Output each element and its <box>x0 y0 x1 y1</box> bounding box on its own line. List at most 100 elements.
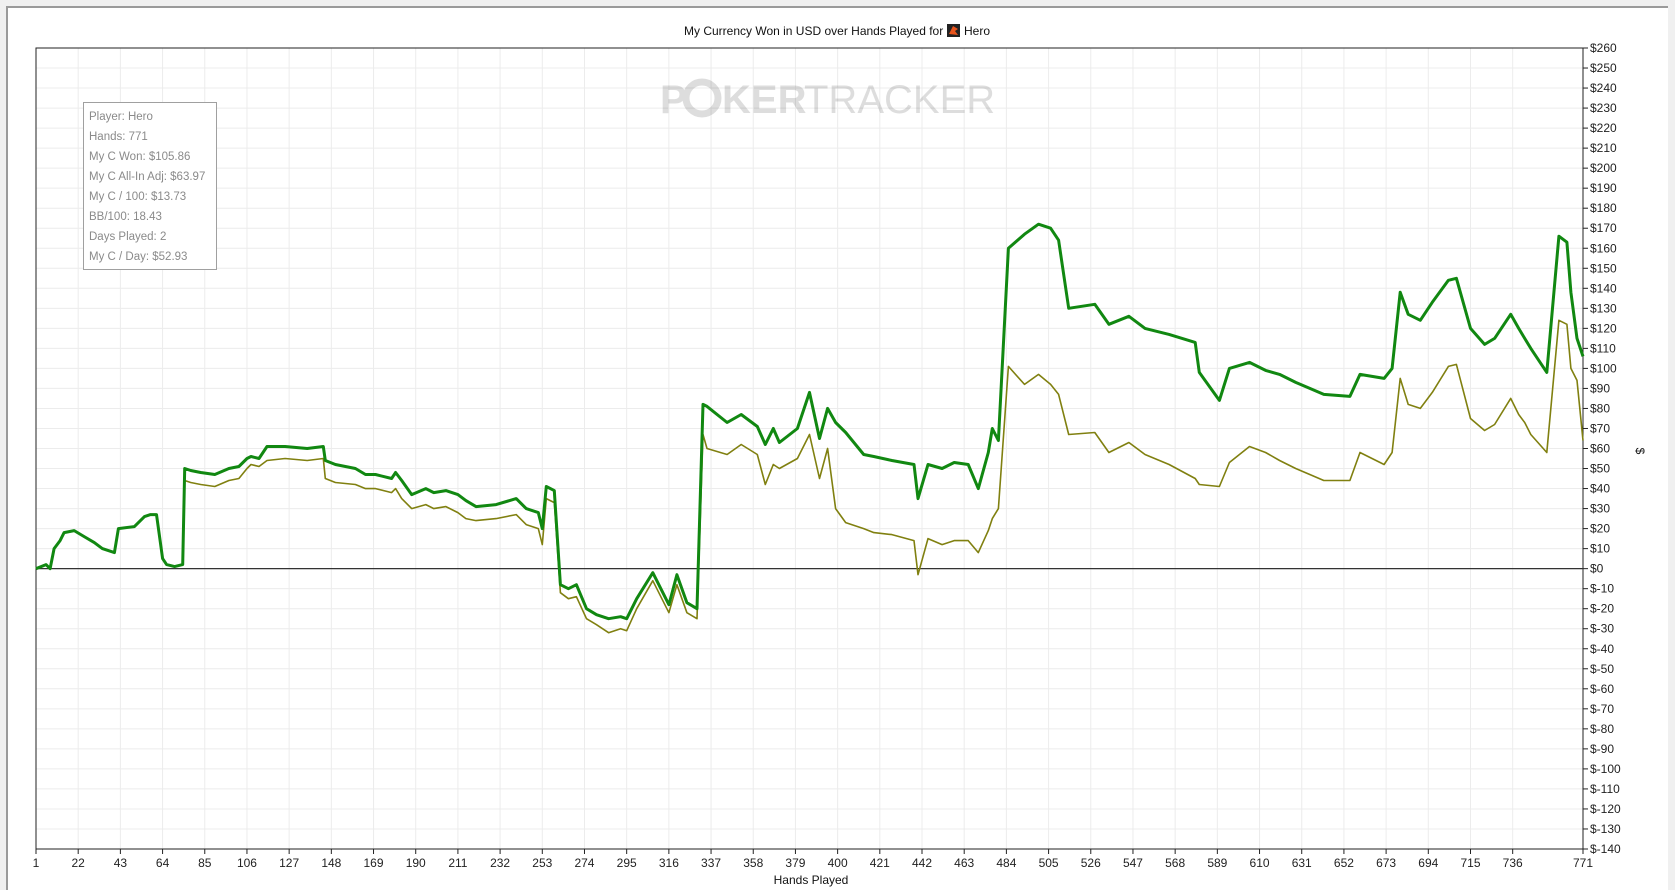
x-tick-label: 715 <box>1460 856 1480 870</box>
y-tick-label: $100 <box>1590 361 1617 375</box>
x-tick-label: 106 <box>237 856 257 870</box>
x-tick-label: 568 <box>1165 856 1185 870</box>
chart-title: My Currency Won in USD over Hands Played… <box>684 24 943 38</box>
x-tick-label: 379 <box>785 856 805 870</box>
y-tick-label: $0 <box>1590 562 1604 576</box>
y-tick-label: $-50 <box>1590 662 1614 676</box>
chart-title-player: Hero <box>964 24 990 38</box>
x-axis: 1 22 43 64 85 106 127 148 169 190 211 232 253 274 295 3… <box>33 849 1593 870</box>
x-tick-label: 771 <box>1573 856 1593 870</box>
x-tick-label: 463 <box>954 856 974 870</box>
stat-days-played: Days Played: 2 <box>89 231 167 243</box>
x-tick-label: 127 <box>279 856 299 870</box>
y-tick-label: $80 <box>1590 401 1610 415</box>
x-tick-label: 736 <box>1503 856 1523 870</box>
y-tick-label: $190 <box>1590 181 1617 195</box>
x-tick-label: 484 <box>996 856 1016 870</box>
stat-hands: Hands: 771 <box>89 131 148 143</box>
y-tick-label: $-30 <box>1590 622 1614 636</box>
x-tick-label: 358 <box>743 856 763 870</box>
y-axis-label: $ <box>1633 448 1647 455</box>
y-tick-label: $50 <box>1590 462 1610 476</box>
y-tick-label: $70 <box>1590 421 1610 435</box>
y-tick-label: $120 <box>1590 321 1617 335</box>
stat-allin-adj: My C All-In Adj: $63.97 <box>89 171 206 183</box>
x-tick-label: 22 <box>72 856 86 870</box>
x-tick-label: 85 <box>198 856 212 870</box>
y-tick-label: $90 <box>1590 381 1610 395</box>
x-tick-label: 190 <box>406 856 426 870</box>
x-tick-label: 1 <box>33 856 40 870</box>
y-tick-label: $60 <box>1590 442 1610 456</box>
x-tick-label: 505 <box>1039 856 1059 870</box>
y-tick-label: $40 <box>1590 482 1610 496</box>
x-tick-label: 337 <box>701 856 721 870</box>
y-tick-label: $-100 <box>1590 762 1621 776</box>
watermark-text-left: P <box>660 78 687 122</box>
x-tick-label: 610 <box>1250 856 1270 870</box>
watermark-text-right: TRACKER <box>804 78 995 122</box>
y-tick-label: $-10 <box>1590 582 1614 596</box>
y-tick-label: $230 <box>1590 101 1617 115</box>
y-tick-label: $220 <box>1590 121 1617 135</box>
y-tick-label: $-60 <box>1590 682 1614 696</box>
x-tick-label: 673 <box>1376 856 1396 870</box>
y-tick-label: $160 <box>1590 241 1617 255</box>
y-tick-label: $240 <box>1590 81 1617 95</box>
series-line-allin <box>35 319 1584 634</box>
x-tick-label: 421 <box>870 856 890 870</box>
y-tick-label: $-90 <box>1590 742 1614 756</box>
x-tick-label: 589 <box>1207 856 1227 870</box>
y-tick-label: $-110 <box>1590 782 1620 796</box>
stat-bb-100: BB/100: 18.43 <box>89 211 162 223</box>
watermark-chip-icon <box>682 78 722 118</box>
stat-player: Player: Hero <box>89 111 153 123</box>
y-tick-label: $260 <box>1590 41 1617 55</box>
y-tick-label: $-40 <box>1590 642 1614 656</box>
x-tick-label: 631 <box>1292 856 1312 870</box>
y-tick-label: $-140 <box>1590 842 1621 856</box>
y-tick-label: $130 <box>1590 301 1617 315</box>
y-tick-label: $20 <box>1590 522 1610 536</box>
y-tick-label: $170 <box>1590 221 1617 235</box>
x-tick-label: 43 <box>114 856 128 870</box>
x-tick-label: 64 <box>156 856 170 870</box>
x-tick-label: 316 <box>659 856 679 870</box>
y-tick-label: $-120 <box>1590 802 1621 816</box>
y-tick-label: $150 <box>1590 261 1617 275</box>
series-layer <box>35 222 1585 634</box>
x-tick-label: 148 <box>321 856 341 870</box>
y-tick-label: $30 <box>1590 502 1610 516</box>
x-tick-label: 547 <box>1123 856 1143 870</box>
y-tick-label: $180 <box>1590 201 1617 215</box>
x-tick-label: 274 <box>574 856 594 870</box>
x-tick-label: 526 <box>1081 856 1101 870</box>
y-tick-label: $10 <box>1590 542 1610 556</box>
x-tick-label: 169 <box>364 856 384 870</box>
x-tick-label: 652 <box>1334 856 1354 870</box>
series-line-won <box>35 222 1585 621</box>
pokertracker-watermark: P KER TRACKER <box>660 78 995 122</box>
x-tick-label: 442 <box>912 856 932 870</box>
player-icon <box>947 24 960 37</box>
stat-per-day: My C / Day: $52.93 <box>89 251 188 263</box>
stats-box: Player: Hero Hands: 771 My C Won: $105.8… <box>83 102 217 270</box>
x-tick-label: 253 <box>532 856 552 870</box>
x-tick-label: 694 <box>1418 856 1438 870</box>
y-tick-label: $200 <box>1590 161 1617 175</box>
y-tick-label: $-70 <box>1590 702 1614 716</box>
y-tick-label: $-20 <box>1590 602 1614 616</box>
stat-per-100: My C / 100: $13.73 <box>89 191 187 203</box>
x-axis-label: Hands Played <box>774 873 849 887</box>
x-tick-label: 211 <box>448 856 467 870</box>
y-tick-label: $140 <box>1590 281 1617 295</box>
y-axis: $260 $250 $240 $230 $220 $210 $200 $190 $180 $170… <box>1583 41 1621 856</box>
grid-lines <box>35 47 1584 850</box>
y-tick-label: $-130 <box>1590 822 1621 836</box>
y-tick-label: $-80 <box>1590 722 1614 736</box>
x-tick-label: 400 <box>828 856 848 870</box>
watermark-text-mid: KER <box>722 78 807 122</box>
y-tick-label: $250 <box>1590 61 1617 75</box>
y-tick-label: $110 <box>1590 341 1616 355</box>
stat-won: My C Won: $105.86 <box>89 151 191 163</box>
